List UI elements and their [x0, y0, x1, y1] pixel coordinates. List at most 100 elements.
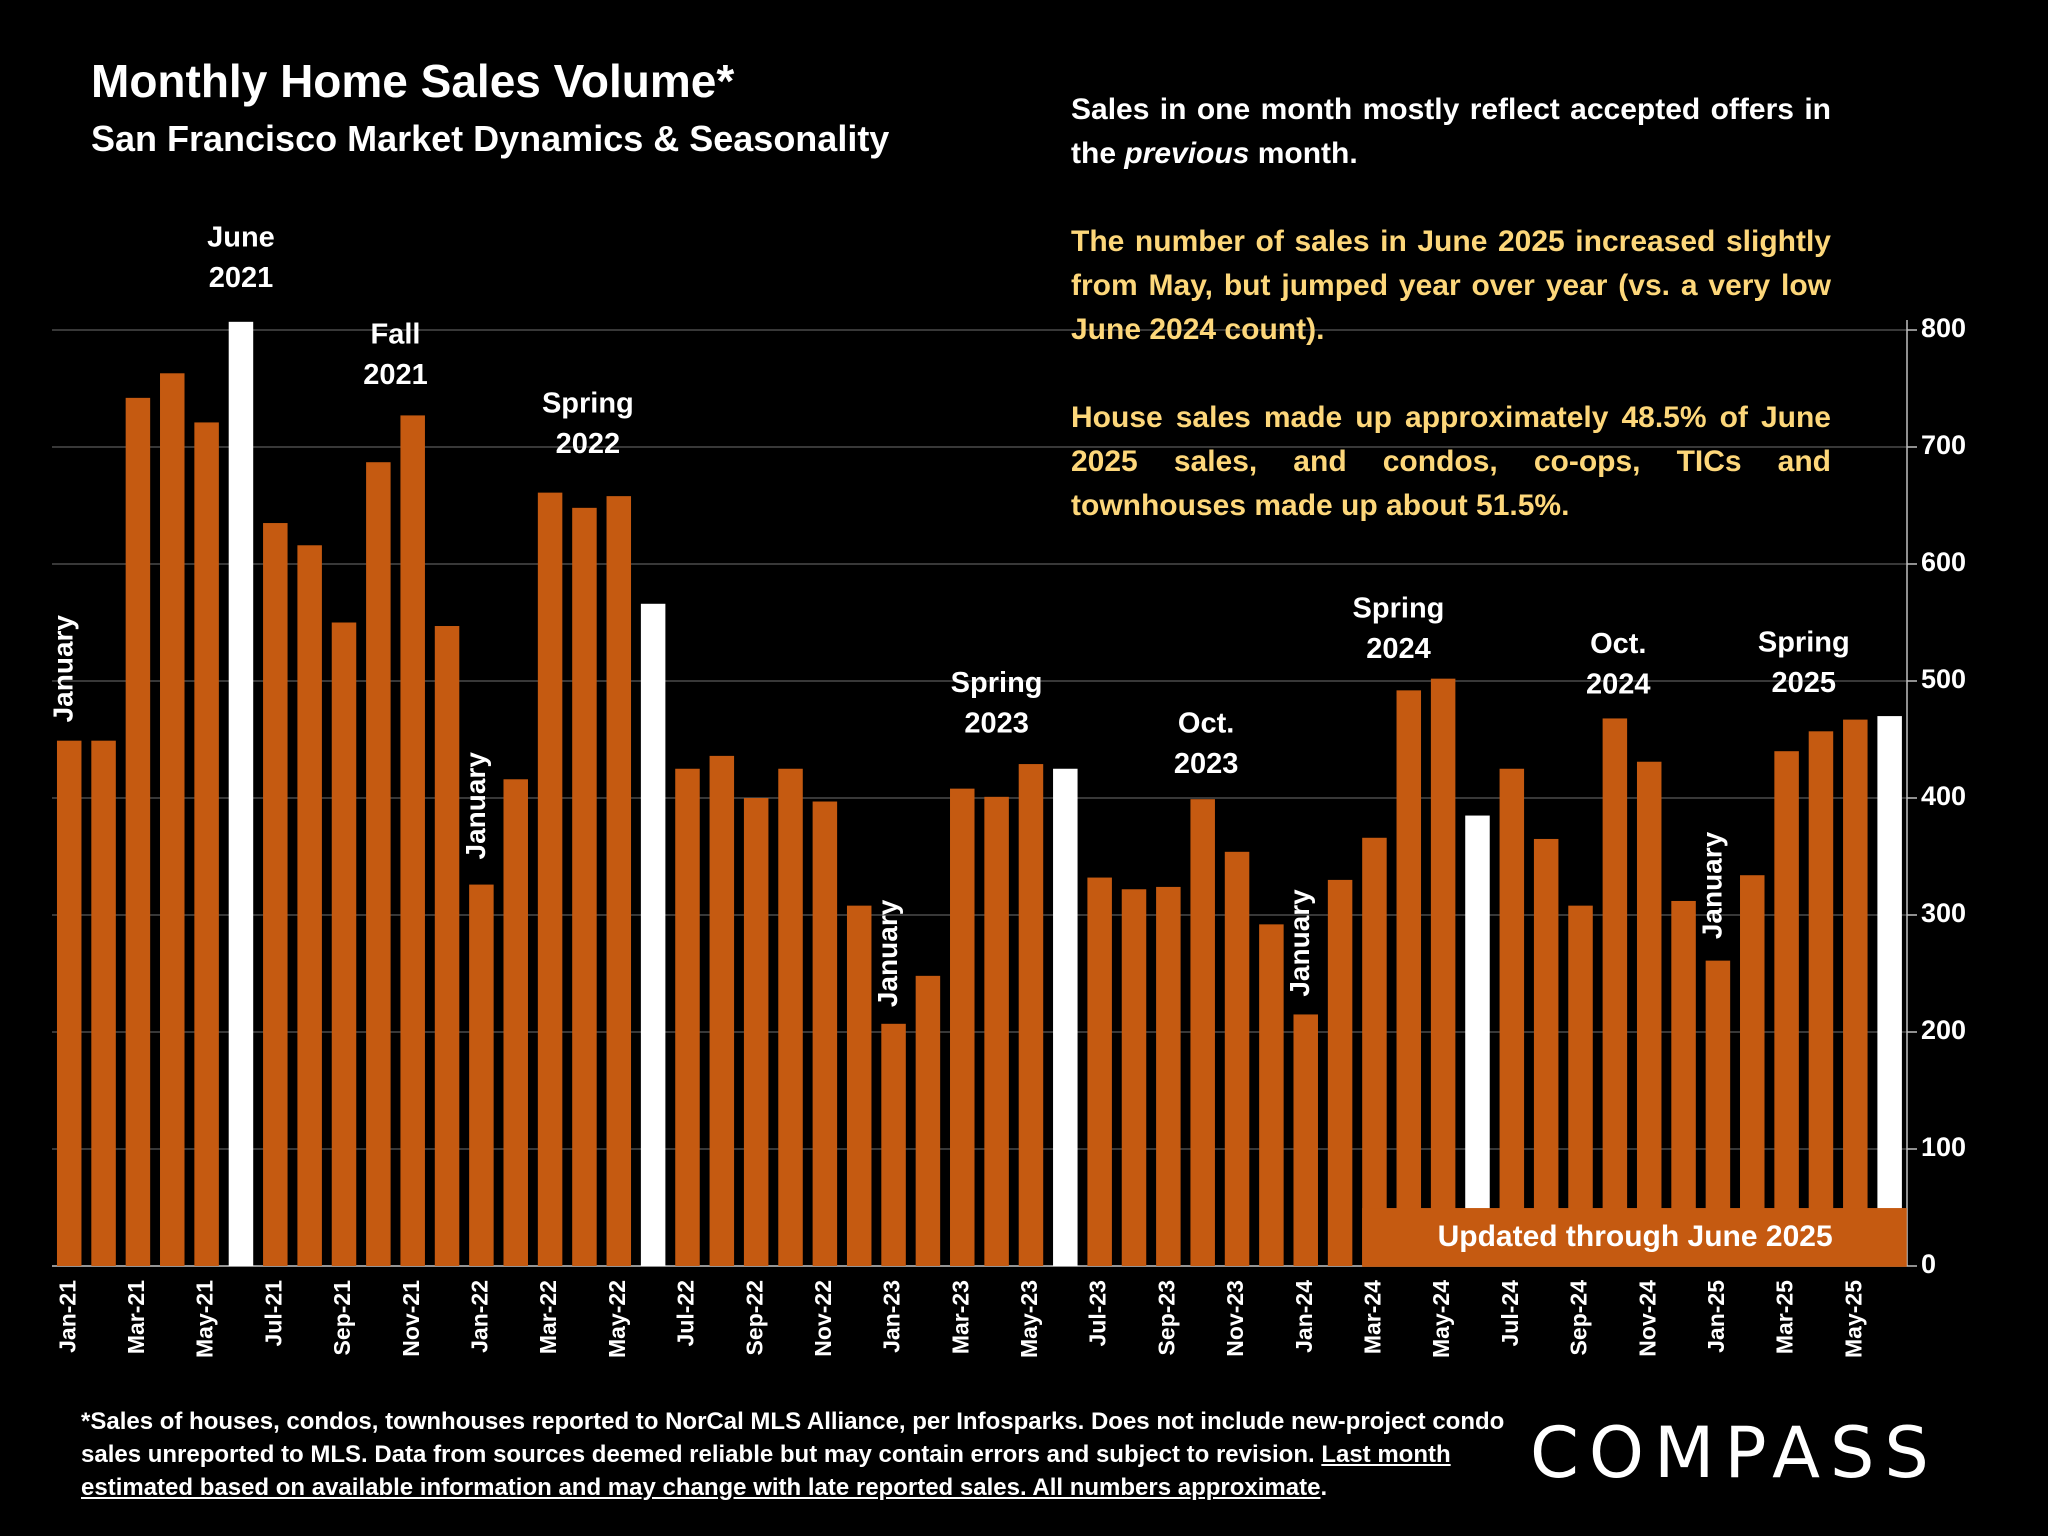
y-tick-label: 0	[1921, 1249, 1936, 1279]
x-tick-label: Nov-22	[810, 1280, 836, 1357]
annotation: Spring	[951, 667, 1043, 699]
bar	[1533, 838, 1559, 1266]
annotation: Fall	[371, 318, 421, 350]
january-label: January	[1284, 889, 1315, 997]
bar	[331, 622, 357, 1266]
bar	[1121, 889, 1147, 1266]
x-tick-label: Jul-21	[260, 1280, 286, 1347]
bar	[1190, 799, 1215, 1266]
y-tick-label: 400	[1921, 781, 1966, 811]
banner-box	[1362, 1208, 1907, 1267]
bar	[1362, 837, 1387, 1266]
x-tick-label: Mar-21	[123, 1280, 149, 1354]
bar	[950, 788, 975, 1266]
y-tick-label: 600	[1921, 547, 1966, 577]
bar	[297, 545, 322, 1266]
x-tick-label: Jul-23	[1085, 1280, 1111, 1346]
bar	[1396, 690, 1422, 1266]
note: The number of sales in June 2025 increas…	[1071, 225, 1831, 346]
bar	[1087, 877, 1112, 1266]
x-tick-label: Mar-22	[535, 1280, 561, 1354]
footnote: *Sales of houses, condos, townhouses rep…	[81, 1405, 1511, 1504]
x-tick-label: May-21	[192, 1280, 218, 1358]
x-tick-label: Jul-22	[673, 1280, 699, 1346]
annotation: Spring	[1353, 593, 1445, 625]
x-tick-label: Sep-23	[1153, 1280, 1179, 1355]
bar	[1465, 815, 1490, 1266]
x-tick-label: May-23	[1016, 1280, 1042, 1358]
x-tick-label: May-25	[1840, 1280, 1866, 1358]
bar	[1568, 905, 1593, 1266]
x-tick-label: Jan-23	[879, 1280, 905, 1353]
x-tick-label: Jan-22	[466, 1280, 492, 1353]
bar	[1327, 879, 1353, 1266]
bar	[434, 626, 460, 1266]
x-tick-label: May-24	[1428, 1280, 1454, 1358]
annotation: 2024	[1366, 633, 1431, 665]
x-tick-label: Jan-25	[1703, 1280, 1729, 1353]
annotation: Oct.	[1178, 707, 1234, 739]
bar	[228, 321, 254, 1266]
bar	[366, 462, 391, 1267]
bar	[1499, 768, 1525, 1266]
x-tick-label: Mar-25	[1772, 1280, 1798, 1354]
chart-title: Monthly Home Sales Volume*	[91, 55, 735, 107]
y-tick-label: 100	[1921, 1132, 1966, 1162]
annotation: 2023	[1174, 748, 1239, 780]
x-tick-label: Jan-24	[1291, 1280, 1317, 1353]
bar	[915, 975, 941, 1266]
bar	[1774, 751, 1799, 1266]
bar	[1877, 716, 1902, 1266]
bar	[572, 507, 597, 1267]
bar	[125, 397, 151, 1266]
bar	[263, 523, 288, 1266]
note-emphasis: previous	[1124, 137, 1250, 170]
bar	[91, 740, 116, 1266]
annotation: 2024	[1586, 668, 1651, 700]
x-tick-label: Sep-21	[329, 1280, 355, 1356]
logo: COMPASS	[1530, 1412, 1939, 1494]
footnote-text: *Sales of houses, condos, townhouses rep…	[81, 1408, 1505, 1468]
notes: Sales in one month mostly reflect accept…	[1071, 88, 1831, 572]
y-tick-label: 300	[1921, 898, 1966, 928]
note: Sales in one month mostly reflect accept…	[1071, 88, 1831, 176]
x-tick-label: May-22	[604, 1280, 630, 1358]
bar	[1602, 718, 1628, 1266]
annotation: 2023	[964, 707, 1029, 739]
footnote-text: .	[1320, 1474, 1328, 1501]
bar	[1293, 1014, 1318, 1266]
january-label: January	[48, 615, 79, 723]
bar	[1259, 924, 1284, 1266]
y-tick-label: 800	[1921, 313, 1966, 343]
y-tick-label: 700	[1921, 430, 1966, 460]
note: House sales made up approximately 48.5% …	[1071, 401, 1831, 522]
x-tick-label: Jan-21	[54, 1280, 80, 1353]
bar	[194, 422, 219, 1266]
january-label: January	[460, 752, 491, 860]
y-tick-label: 200	[1921, 1015, 1966, 1045]
annotation: Spring	[542, 388, 634, 420]
bar	[743, 798, 769, 1266]
annotation: June	[207, 222, 275, 254]
bar	[503, 779, 528, 1266]
x-tick-label: Nov-24	[1634, 1280, 1660, 1357]
bar	[469, 884, 494, 1266]
bar	[1224, 851, 1250, 1266]
bar	[1636, 761, 1662, 1266]
bar	[778, 768, 803, 1266]
chart-subtitle: San Francisco Market Dynamics & Seasonal…	[91, 118, 890, 159]
annotation: Spring	[1758, 627, 1850, 659]
bar	[846, 905, 872, 1266]
bar	[1018, 764, 1044, 1266]
note-text: month.	[1249, 137, 1358, 170]
annotation: Oct.	[1590, 628, 1646, 660]
x-tick-label: Nov-21	[398, 1280, 424, 1357]
bar	[400, 415, 425, 1266]
x-tick-label: Jul-24	[1497, 1280, 1523, 1347]
x-tick-label: Mar-24	[1360, 1280, 1386, 1354]
annotation: 2022	[556, 428, 621, 460]
y-tick-label: 500	[1921, 664, 1966, 694]
annotation: 2025	[1772, 667, 1837, 699]
